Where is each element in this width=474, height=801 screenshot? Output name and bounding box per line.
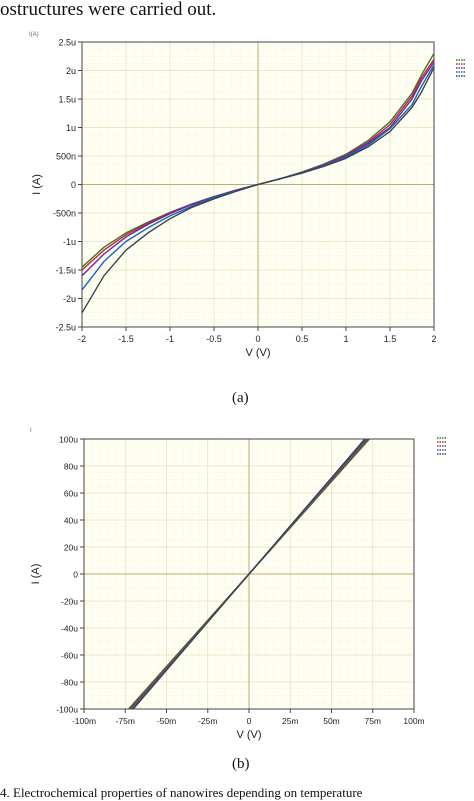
x-tick-label: 25m (282, 716, 299, 726)
y-tick-label: 60u (64, 489, 78, 499)
x-tick-label: 1.5 (384, 334, 397, 344)
corner-label: I (30, 428, 32, 434)
y-tick-label: -100u (56, 705, 78, 715)
mask-bottom (0, 709, 474, 754)
x-tick-label: 50m (323, 716, 340, 726)
x-tick-label: 1 (343, 334, 348, 344)
chart-a: -2 -1.5 -1 -0.5 0 0.5 1 1.5 2 2.5u 2u 1.5u 1u 500n 0 -5… (0, 28, 474, 378)
y-tick-label: 20u (64, 543, 78, 553)
y-tick-label: 1.5u (58, 95, 76, 105)
y-tick-label: -1.5u (55, 266, 76, 276)
x-tick-label: 0 (255, 334, 260, 344)
series-line-5 (81, 67, 435, 314)
series-line-5 (128, 433, 370, 715)
x-axis-label: V (V) (245, 347, 270, 359)
y-tick-label: 2u (66, 66, 76, 76)
chart-b: -100m -75m -50m -25m 0 25m 50m 75m 100m 100u 80u 60… (0, 424, 474, 754)
x-tick-label: 75m (364, 716, 381, 726)
x-tick-label: -100m (72, 716, 96, 726)
y-tick-label: 500n (56, 152, 76, 162)
y-tick-label: 2.5u (58, 38, 76, 48)
y-tick-label: -80u (61, 678, 78, 688)
x-tick-label: -50m (157, 716, 176, 726)
y-tick-label: 1u (66, 123, 76, 133)
caption-b: (b) (232, 756, 250, 772)
x-tick-label: -1.5 (118, 334, 134, 344)
corner-label: I(A) (29, 32, 39, 38)
caption-a: (a) (232, 390, 249, 406)
y-tick-label: -60u (61, 651, 78, 661)
x-tick-label: -25m (198, 716, 217, 726)
x-tick-label: -0.5 (206, 334, 222, 344)
y-tick-label: -40u (61, 624, 78, 634)
y-tick-label: -2u (63, 294, 76, 304)
y-axis-label: I (A) (30, 564, 42, 585)
y-tick-label: 100u (59, 435, 78, 445)
x-tick-label: -2 (78, 334, 86, 344)
x-tick-label: 2 (431, 334, 436, 344)
y-tick-label: -20u (61, 597, 78, 607)
y-tick-label: 40u (64, 516, 78, 526)
mask-top (0, 28, 474, 42)
bottom-text: 4. Electrochemical properties of nanowir… (0, 785, 363, 800)
y-axis-label: I (A) (31, 174, 43, 195)
x-tick-label: -1 (166, 334, 174, 344)
x-axis-label: V (V) (236, 729, 261, 741)
y-tick-label: 80u (64, 462, 78, 472)
top-text: ostructures were carried out. (0, 0, 217, 20)
y-tick-label: -1u (63, 237, 76, 247)
y-tick-label: -500n (53, 209, 76, 219)
x-tick-label: 0 (247, 716, 252, 726)
x-tick-label: 0.5 (296, 334, 309, 344)
x-tick-label: 100m (403, 716, 424, 726)
y-tick-label: 0 (73, 570, 78, 580)
y-tick-label: 0 (71, 180, 76, 190)
x-tick-label: -75m (116, 716, 135, 726)
mask-top (0, 424, 474, 439)
y-tick-label: -2.5u (55, 323, 76, 333)
mask-bottom (0, 327, 474, 378)
